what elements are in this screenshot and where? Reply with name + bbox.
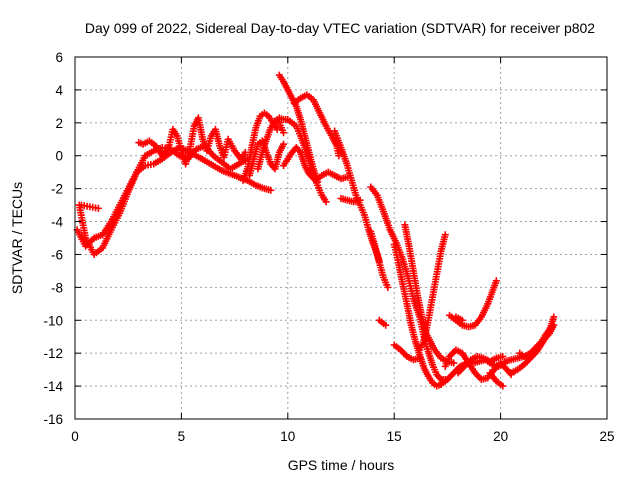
data-point — [356, 196, 364, 204]
y-axis-title: SDTVAR / TECUs — [9, 182, 25, 294]
data-point — [94, 204, 102, 212]
data-point — [548, 323, 556, 331]
x-tick-label: 20 — [493, 429, 508, 444]
y-tick-label: -8 — [51, 280, 63, 295]
x-tick-label: 10 — [280, 429, 295, 444]
data-point — [441, 231, 449, 239]
data-point — [322, 198, 330, 206]
y-tick-label: 6 — [55, 50, 63, 65]
ticks-layer: 0 5 10 15 20 25 -16 -14 -12 -10 -8 -6 -4 -2 0 2 4 6 — [43, 50, 614, 444]
data-point — [382, 321, 390, 329]
y-tick-label: 0 — [55, 149, 63, 164]
x-tick-label: 25 — [599, 429, 614, 444]
data-point — [458, 316, 466, 324]
data-point — [335, 152, 343, 160]
plot-frame — [74, 56, 608, 420]
y-tick-label: -10 — [43, 313, 63, 328]
data-point — [280, 129, 288, 137]
y-tick-label: -4 — [51, 215, 63, 230]
data-point — [550, 313, 558, 321]
y-tick-label: 4 — [55, 83, 63, 98]
data-point — [499, 352, 507, 360]
data-points-layer — [73, 71, 558, 390]
x-tick-label: 15 — [387, 429, 402, 444]
data-point — [384, 283, 392, 291]
y-tick-label: 2 — [55, 116, 63, 131]
data-point — [273, 125, 281, 133]
data-point — [499, 382, 507, 390]
y-tick-label: -6 — [51, 247, 63, 262]
y-tick-label: -2 — [51, 182, 63, 197]
data-point — [416, 354, 424, 362]
y-tick-label: -12 — [43, 346, 63, 361]
x-axis-title: GPS time / hours — [288, 457, 395, 473]
data-point — [450, 359, 458, 367]
x-tick-label: 0 — [71, 429, 79, 444]
y-tick-label: -16 — [43, 412, 63, 427]
x-tick-label: 5 — [178, 429, 186, 444]
data-point — [267, 186, 275, 194]
chart-title: Day 099 of 2022, Sidereal Day-to-day VTE… — [85, 20, 595, 36]
y-tick-label: -14 — [43, 379, 63, 394]
data-point — [280, 140, 288, 148]
data-point — [492, 277, 500, 285]
